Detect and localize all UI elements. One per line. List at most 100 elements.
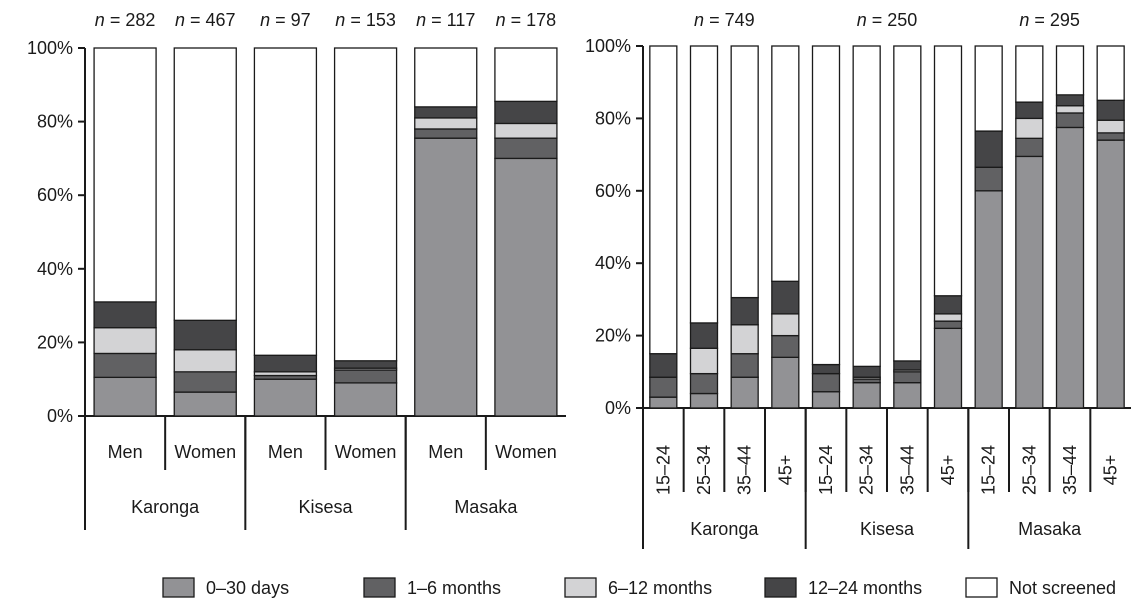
right-bar-2-seg-3 <box>731 298 758 325</box>
right-bar-2-seg-4 <box>731 46 758 298</box>
left-n-label: n = 282 <box>95 10 156 30</box>
right-bar-10-seg-4 <box>1057 46 1084 95</box>
left-bar-4-seg-2 <box>415 118 477 129</box>
right-bar-11-seg-1 <box>1097 133 1124 140</box>
right-bar-8-seg-4 <box>975 46 1002 131</box>
right-bar-1-seg-0 <box>691 394 718 408</box>
left-n-label: n = 117 <box>416 10 475 30</box>
right-group-label: Masaka <box>1018 519 1082 539</box>
left-bar-5-seg-0 <box>495 158 557 416</box>
right-category-label: 25–34 <box>857 445 877 495</box>
right-bar-7-seg-3 <box>935 296 962 314</box>
right-bar-2-seg-1 <box>731 354 758 378</box>
right-y-tick-label: 0% <box>605 398 631 418</box>
left-category-label: Women <box>174 442 236 462</box>
right-bar-7-seg-4 <box>935 46 962 296</box>
right-category-label: 35–44 <box>735 445 755 495</box>
right-category-label: 45+ <box>775 455 795 486</box>
left-bar-0-seg-1 <box>94 353 156 377</box>
left-n-label: n = 467 <box>175 10 236 30</box>
left-bar-0-seg-4 <box>94 48 156 302</box>
right-category-label: 15–24 <box>979 445 999 495</box>
left-y-tick-label: 100% <box>27 38 73 58</box>
left-bar-4-seg-3 <box>415 107 477 118</box>
left-bar-1-seg-2 <box>174 350 236 372</box>
left-group-label: Masaka <box>454 497 518 517</box>
right-category-label: 35–44 <box>1060 445 1080 495</box>
right-bar-3-seg-1 <box>772 336 799 358</box>
right-bar-11-seg-3 <box>1097 100 1124 120</box>
right-bar-4-seg-3 <box>813 365 840 374</box>
right-bar-0-seg-0 <box>650 397 677 408</box>
right-bar-3-seg-3 <box>772 281 799 314</box>
legend-label: 0–30 days <box>206 578 289 598</box>
left-bar-5-seg-4 <box>495 48 557 101</box>
right-bar-4-seg-4 <box>813 46 840 365</box>
right-y-tick-label: 20% <box>595 326 631 346</box>
right-bar-9-seg-4 <box>1016 46 1043 102</box>
left-chart: 0% 20% 40% 60% 80% 100% Men Women Men Women Men Wom… <box>27 10 566 530</box>
left-n-label: n = 97 <box>260 10 311 30</box>
right-category-label: 15–24 <box>816 445 836 495</box>
left-category-label: Men <box>108 442 143 462</box>
right-n-label: n = 295 <box>1019 10 1080 30</box>
right-y-tick-label: 80% <box>595 108 631 128</box>
left-bar-1-seg-1 <box>174 372 236 392</box>
right-bar-4-seg-1 <box>813 374 840 392</box>
left-bar-4-seg-4 <box>415 48 477 107</box>
left-bar-1-seg-4 <box>174 48 236 320</box>
legend-label: Not screened <box>1009 578 1116 598</box>
right-category-label: 45+ <box>938 455 958 486</box>
right-n-label: n = 250 <box>857 10 918 30</box>
right-bar-5-seg-3 <box>853 366 880 377</box>
legend-swatch-4 <box>966 578 997 597</box>
left-y-tick-label: 80% <box>37 112 73 132</box>
left-y-tick-label: 20% <box>37 332 73 352</box>
right-group-label: Kisesa <box>860 519 915 539</box>
right-y-tick-label: 100% <box>585 36 631 56</box>
left-bar-3-seg-0 <box>335 383 397 416</box>
right-bar-9-seg-0 <box>1016 156 1043 408</box>
right-bar-6-seg-4 <box>894 46 921 361</box>
right-group-label: Karonga <box>690 519 759 539</box>
right-bar-0-seg-3 <box>650 354 677 378</box>
right-bar-3-seg-0 <box>772 357 799 408</box>
right-category-label: 15–24 <box>653 445 673 495</box>
left-bar-2-seg-4 <box>254 48 316 355</box>
left-bar-0-seg-3 <box>94 302 156 328</box>
right-bar-1-seg-4 <box>691 46 718 323</box>
right-bar-6-seg-3 <box>894 361 921 370</box>
right-bar-7-seg-1 <box>935 321 962 328</box>
right-bar-5-seg-0 <box>853 383 880 408</box>
legend-label: 6–12 months <box>608 578 712 598</box>
left-bar-1-seg-0 <box>174 392 236 416</box>
right-chart: 0% 20% 40% 60% 80% 100% 15–24 25–34 35–44 45+ 15–2… <box>585 10 1131 549</box>
left-y-tick-label: 40% <box>37 259 73 279</box>
right-bar-4-seg-0 <box>813 392 840 408</box>
left-n-label: n = 153 <box>335 10 396 30</box>
right-bar-7-seg-2 <box>935 314 962 321</box>
right-bar-7-seg-0 <box>935 328 962 408</box>
right-bar-10-seg-2 <box>1057 106 1084 113</box>
right-y-tick-label: 40% <box>595 253 631 273</box>
right-bar-6-seg-1 <box>894 372 921 383</box>
left-y-tick-label: 60% <box>37 185 73 205</box>
right-bar-2-seg-2 <box>731 325 758 354</box>
right-bar-10-seg-1 <box>1057 113 1084 127</box>
right-y-tick-label: 60% <box>595 181 631 201</box>
left-bar-5-seg-2 <box>495 123 557 138</box>
left-n-label: n = 178 <box>496 10 557 30</box>
right-bar-1-seg-3 <box>691 323 718 348</box>
right-bar-10-seg-0 <box>1057 127 1084 408</box>
right-bar-1-seg-1 <box>691 374 718 394</box>
left-bar-1-seg-3 <box>174 320 236 349</box>
left-category-label: Men <box>428 442 463 462</box>
legend-label: 12–24 months <box>808 578 922 598</box>
legend-swatch-0 <box>163 578 194 597</box>
left-bar-0-seg-0 <box>94 377 156 416</box>
legend-label: 1–6 months <box>407 578 501 598</box>
left-bar-3-seg-4 <box>335 48 397 361</box>
right-bar-8-seg-1 <box>975 167 1002 191</box>
legend: 0–30 days 1–6 months 6–12 months 12–24 mont… <box>163 578 1116 598</box>
